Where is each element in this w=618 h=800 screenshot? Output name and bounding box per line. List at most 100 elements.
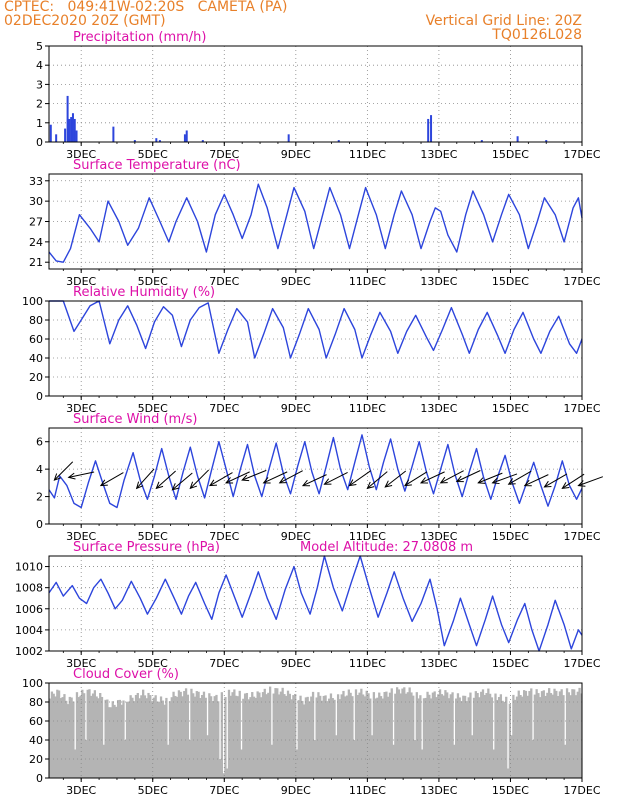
wind-arrow-shaft xyxy=(508,470,532,485)
cloud-bar xyxy=(49,698,52,778)
cloud-bar xyxy=(129,695,132,778)
cloud-bar xyxy=(320,700,324,778)
station-header: CPTEC: 049:41W-02:20S CAMETA (PA) xyxy=(4,0,288,15)
x-tick-label: 17DEC xyxy=(563,402,600,415)
cloud-bar xyxy=(374,698,377,778)
precip-bar xyxy=(133,140,136,142)
cloud-bar xyxy=(392,744,395,778)
cloud-bar xyxy=(183,691,186,778)
cloud-bar xyxy=(345,695,349,778)
cloud-bar xyxy=(506,768,510,778)
x-tick-label: 11DEC xyxy=(349,530,386,543)
x-tick-label: 7DEC xyxy=(209,784,239,797)
cloud-bar xyxy=(113,704,116,778)
cloud-bar xyxy=(496,699,499,778)
cloud-bar xyxy=(573,689,576,778)
panel-title: Cloud Cover (%) xyxy=(73,667,179,682)
cloud-bar xyxy=(458,697,461,778)
cloud-bar xyxy=(147,692,150,778)
cloud-bar xyxy=(555,690,558,778)
panel-4 xyxy=(45,555,583,655)
cloud-bar xyxy=(349,692,352,778)
x-tick-label: 13DEC xyxy=(420,657,457,670)
precip-bar xyxy=(201,140,204,142)
cloud-bar xyxy=(340,694,343,778)
cloud-bar xyxy=(433,691,436,778)
cloud-bar xyxy=(290,699,293,778)
x-tick-label: 17DEC xyxy=(563,657,600,670)
precip-bar xyxy=(112,126,115,142)
wind-arrow-head xyxy=(477,477,486,484)
cloud-bar xyxy=(174,695,177,778)
cloud-bar xyxy=(161,700,164,778)
panel-frame xyxy=(48,45,583,143)
wind-arrow-head xyxy=(278,476,287,484)
cloud-bar xyxy=(215,694,218,778)
x-tick-label: 3DEC xyxy=(66,148,96,161)
cloud-bar xyxy=(336,694,340,778)
wind-arrow-shaft xyxy=(136,468,155,489)
cloud-bar xyxy=(116,700,120,778)
cloud-bar xyxy=(497,697,501,778)
cloud-bar xyxy=(567,692,570,778)
cloud-bar xyxy=(490,697,494,778)
cloud-bar xyxy=(184,688,188,778)
cloud-bar xyxy=(505,696,508,778)
cloud-bar xyxy=(206,735,209,778)
wind-arrow-head xyxy=(99,479,108,487)
cloud-bar xyxy=(251,692,254,778)
x-tick-label: 7DEC xyxy=(209,530,239,543)
x-tick-label: 3DEC xyxy=(66,530,96,543)
cloud-bar xyxy=(403,687,406,778)
cloud-bar xyxy=(299,695,302,778)
wind-arrow-head xyxy=(366,481,375,490)
wind-arrow-shaft xyxy=(349,470,372,487)
cloud-bar xyxy=(440,694,443,778)
wind-arrow-head xyxy=(67,472,76,480)
wind-arrow-shaft xyxy=(302,474,327,487)
cloud-bar xyxy=(472,697,476,778)
cloud-bar xyxy=(277,694,281,778)
cloud-bar xyxy=(125,701,129,778)
cloud-bar xyxy=(410,692,413,778)
panel-frame xyxy=(48,300,583,397)
y-tick-label: 80 xyxy=(29,696,43,709)
x-tick-label: 15DEC xyxy=(492,657,529,670)
cloud-bar xyxy=(369,698,372,778)
cloud-bar xyxy=(544,695,547,778)
cloud-bar xyxy=(562,695,565,778)
cloud-bar xyxy=(109,707,113,778)
cloud-bar xyxy=(487,688,490,778)
wind-arrow-head xyxy=(262,477,271,484)
cloud-bar xyxy=(179,691,182,778)
wind-arrow-shaft xyxy=(478,472,503,484)
cloud-bar xyxy=(546,692,549,778)
cloud-bar xyxy=(417,698,420,778)
y-tick-label: 80 xyxy=(29,314,43,327)
cloud-bar xyxy=(469,692,472,778)
wind-arrow-head xyxy=(241,474,250,482)
cloud-bar xyxy=(537,693,540,778)
cloud-bar xyxy=(524,690,528,778)
cloud-bar xyxy=(283,694,286,778)
cloud-bar xyxy=(138,698,141,778)
cloud-bar xyxy=(235,695,238,778)
wind-arrow-shaft xyxy=(367,471,388,489)
series-line xyxy=(49,300,583,359)
wind-arrow-head xyxy=(491,477,500,485)
precip-bar xyxy=(75,130,78,142)
wind-arrow-head xyxy=(348,479,357,487)
cloud-bar xyxy=(360,688,363,778)
y-tick-label: 0 xyxy=(36,518,43,531)
cloud-bar xyxy=(556,695,560,778)
y-tick-label: 30 xyxy=(29,195,43,208)
cloud-bar xyxy=(106,699,109,778)
cloud-bar xyxy=(104,699,107,778)
wind-arrow-shaft xyxy=(384,470,407,488)
cloud-bar xyxy=(227,689,231,778)
cloud-bar xyxy=(571,689,574,778)
panel-title: Surface Pressure (hPa) xyxy=(73,540,220,555)
cloud-bar xyxy=(354,689,358,778)
cloud-bar xyxy=(395,687,399,778)
cloud-bar xyxy=(102,744,105,778)
